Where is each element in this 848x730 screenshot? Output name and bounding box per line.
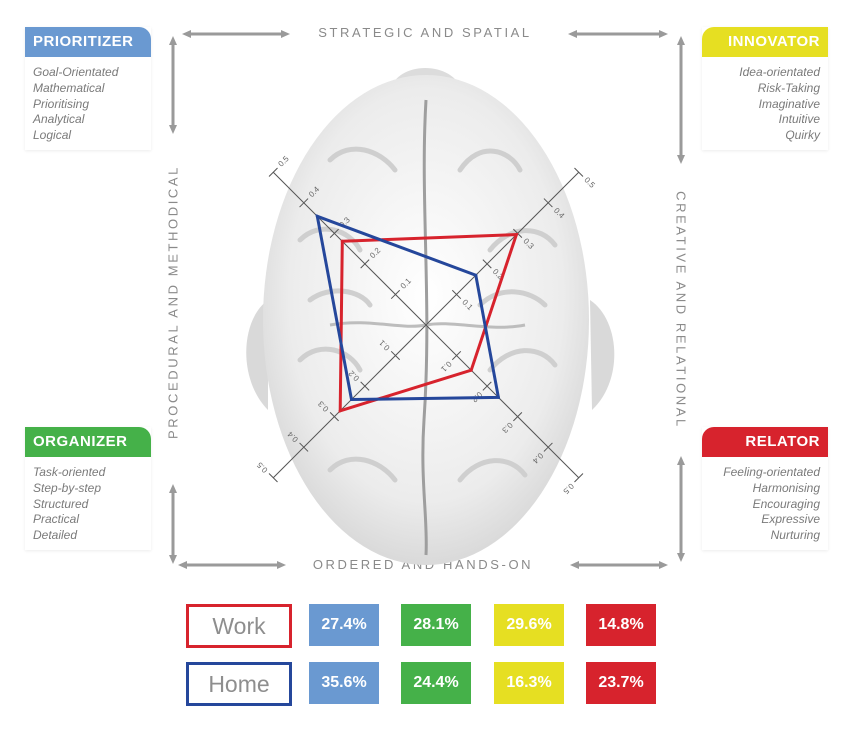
- trait: Imaginative: [758, 96, 820, 111]
- tick-mark: [268, 167, 278, 177]
- series-home-point: [474, 273, 478, 277]
- axis-innovator: [425, 171, 580, 326]
- home-prioritizer-pct: 35.6%: [309, 662, 379, 704]
- series-work-point: [338, 409, 342, 413]
- tick-mark: [329, 412, 339, 422]
- relator-title: RELATOR: [702, 427, 828, 457]
- innovator-card: INNOVATOR Idea-orientated Risk-Taking Im…: [702, 27, 828, 150]
- tick-mark: [390, 350, 401, 361]
- trait: Harmonising: [752, 480, 820, 495]
- trait: Task-oriented: [33, 465, 106, 479]
- tick-mark: [543, 442, 553, 452]
- brain-fissure: [421, 99, 429, 556]
- frame-arrows: [169, 30, 685, 569]
- prioritizer-title: PRIORITIZER: [25, 27, 151, 57]
- trait: Intuitive: [778, 112, 820, 127]
- trait: Encouraging: [752, 496, 820, 511]
- tick-mark: [574, 167, 584, 177]
- tick-mark: [451, 350, 462, 361]
- tick-label: 0.5: [255, 460, 270, 475]
- home-organizer-pct: 24.4%: [401, 662, 471, 704]
- tick-mark: [360, 259, 370, 269]
- tick-mark: [299, 198, 309, 208]
- trait: Idea-orientated: [739, 65, 820, 79]
- radar-chart: 0.10.20.30.40.50.10.20.30.40.50.10.20.30…: [169, 30, 685, 569]
- tick-label: 0.5: [583, 175, 598, 190]
- series-work-point: [340, 239, 344, 243]
- innovator-traits: Idea-orientated Risk-Taking Imaginative …: [702, 57, 828, 150]
- trait: Expressive: [761, 512, 820, 527]
- trait: Practical: [33, 512, 80, 527]
- tick-mark: [360, 381, 370, 391]
- tick-label: 0.5: [561, 482, 576, 497]
- brain-illustration: [246, 68, 615, 565]
- prioritizer-card: PRIORITIZER Goal-Orientated Mathematical…: [25, 27, 151, 150]
- tick-mark: [513, 412, 523, 422]
- trait: Nurturing: [770, 528, 820, 543]
- innovator-title: INNOVATOR: [702, 27, 828, 57]
- tick-mark: [390, 289, 401, 300]
- axis-organizer: [272, 324, 427, 479]
- legend-home: Home: [186, 662, 292, 706]
- axis-prioritizer: [272, 171, 427, 326]
- brain-ear-right: [590, 300, 615, 410]
- tick-mark: [329, 228, 339, 238]
- tick-mark: [482, 259, 492, 269]
- trait: Logical: [33, 128, 72, 143]
- trait: Quirky: [785, 128, 820, 143]
- work-innovator-pct: 29.6%: [494, 604, 564, 646]
- trait: Mathematical: [33, 80, 105, 95]
- prioritizer-traits: Goal-Orientated Mathematical Prioritisin…: [25, 57, 151, 150]
- tick-mark: [574, 473, 584, 483]
- work-relator-pct: 14.8%: [586, 604, 656, 646]
- axis-label-top: STRATEGIC AND SPATIAL: [318, 25, 532, 40]
- tick-mark: [482, 381, 492, 391]
- tick-mark: [543, 198, 553, 208]
- trait: Analytical: [33, 112, 85, 127]
- brain-ear-left: [246, 300, 268, 410]
- trait: Goal-Orientated: [33, 65, 119, 79]
- legend-work: Work: [186, 604, 292, 648]
- series-work-point: [469, 368, 473, 372]
- trait: Feeling-orientated: [723, 465, 820, 479]
- tick-mark: [299, 442, 309, 452]
- relator-traits: Feeling-orientated Harmonising Encouragi…: [702, 457, 828, 550]
- series-home-point: [315, 214, 319, 218]
- series-home-point: [496, 395, 500, 399]
- relator-card: RELATOR Feeling-orientated Harmonising E…: [702, 427, 828, 550]
- home-relator-pct: 23.7%: [586, 662, 656, 704]
- radar-series: [315, 213, 519, 413]
- work-organizer-pct: 28.1%: [401, 604, 471, 646]
- trait: Prioritising: [33, 96, 90, 111]
- trait: Risk-Taking: [757, 80, 820, 95]
- home-innovator-pct: 16.3%: [494, 662, 564, 704]
- tick-label: 0.5: [276, 154, 291, 169]
- series-home-point: [350, 398, 353, 401]
- series-work-point: [514, 233, 518, 237]
- trait: Detailed: [33, 528, 78, 543]
- organizer-traits: Task-oriented Step-by-step Structured Pr…: [25, 457, 151, 550]
- trait: Structured: [33, 496, 89, 511]
- tick-mark: [268, 473, 278, 483]
- organizer-title: ORGANIZER: [25, 427, 151, 457]
- tick-mark: [451, 289, 462, 300]
- trait: Step-by-step: [33, 480, 102, 495]
- organizer-card: ORGANIZER Task-oriented Step-by-step Str…: [25, 427, 151, 550]
- work-prioritizer-pct: 27.4%: [309, 604, 379, 646]
- axis-relator: [425, 324, 580, 479]
- brain-fold: [297, 146, 558, 483]
